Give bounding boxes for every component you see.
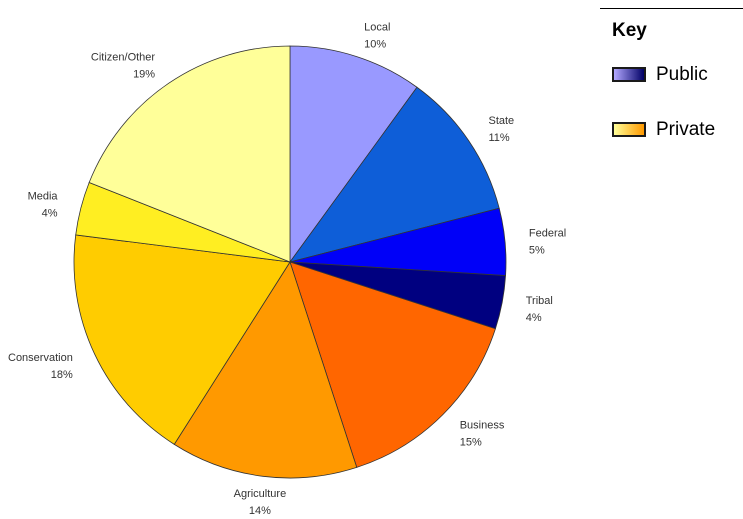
- legend-label-public: Public: [656, 64, 708, 85]
- slice-label-agriculture: Agriculture 14%: [234, 488, 287, 517]
- slice-label-percent: 10%: [364, 39, 386, 51]
- slice-label-name: Federal: [529, 227, 566, 239]
- slice-label-percent: 11%: [488, 132, 509, 144]
- slice-label-name: Conservation: [8, 352, 73, 364]
- slice-label-name: Tribal: [526, 295, 553, 307]
- legend-label-private: Private: [656, 119, 716, 140]
- slice-label-percent: 14%: [249, 505, 271, 517]
- pie-slice-agriculture: [173, 261, 358, 479]
- legend-swatch-public: [612, 67, 646, 82]
- legend-swatch-private: [612, 122, 646, 137]
- slice-label-name: State: [488, 115, 514, 127]
- slice-label-percent: 15%: [460, 437, 482, 449]
- slice-label-name: Local: [364, 22, 390, 34]
- slice-label-citizen-other: Citizen/Other 19%: [91, 52, 156, 81]
- legend-item-public: Public: [612, 64, 743, 88]
- slice-label-tribal: Tribal 4%: [526, 295, 553, 324]
- slice-label-percent: 18%: [51, 369, 73, 381]
- slice-label-name: Agriculture: [234, 488, 287, 500]
- slice-label-percent: 19%: [133, 69, 155, 81]
- pie-slice-state: [289, 86, 500, 263]
- slice-label-conservation: Conservation 18%: [8, 352, 73, 381]
- slice-label-business: Business 15%: [460, 420, 505, 449]
- slice-label-percent: 5%: [529, 244, 545, 256]
- legend-item-private: Private: [612, 119, 743, 143]
- slice-label-federal: Federal 5%: [529, 227, 566, 256]
- pie-slice-conservation: [73, 234, 291, 445]
- pie-slice-local: [289, 45, 418, 264]
- slice-label-media: Media 4%: [28, 190, 59, 219]
- slice-label-local: Local 10%: [364, 22, 390, 51]
- pie-slice-business: [289, 261, 496, 468]
- slice-label-percent: 4%: [526, 312, 542, 324]
- slice-label-name: Business: [460, 420, 505, 432]
- slice-label-name: Media: [28, 190, 59, 202]
- pie-slice-citizen-other: [88, 45, 291, 263]
- legend-top-rule: [600, 8, 743, 9]
- slice-label-name: Citizen/Other: [91, 52, 156, 64]
- legend: Key Public Private: [600, 8, 743, 168]
- slice-label-state: State 11%: [488, 115, 514, 144]
- slice-label-percent: 4%: [42, 207, 58, 219]
- legend-title: Key: [612, 20, 647, 41]
